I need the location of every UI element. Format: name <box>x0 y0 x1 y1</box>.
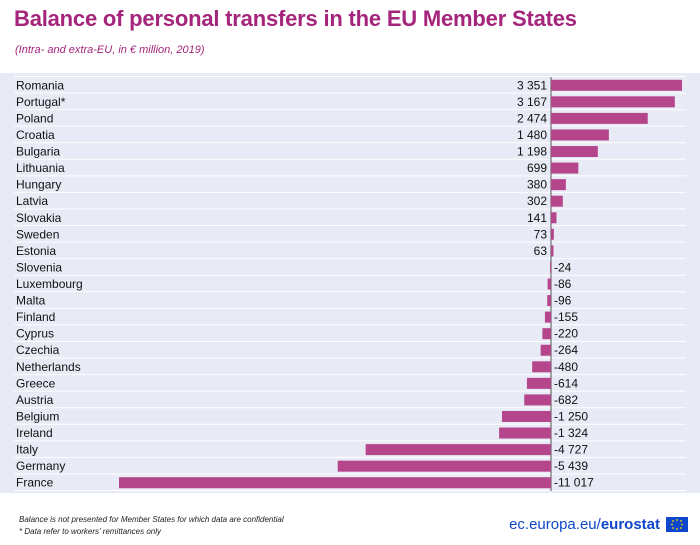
bar <box>532 361 551 373</box>
data-label: -4 727 <box>554 443 588 457</box>
category-label: France <box>16 476 54 490</box>
data-label: 3 167 <box>517 95 547 109</box>
category-label: Finland <box>16 310 55 324</box>
data-label: 2 474 <box>517 111 547 125</box>
brand-domain: ec.europa.eu/ <box>509 516 601 533</box>
category-label: Sweden <box>16 227 59 241</box>
category-label: Slovenia <box>16 260 62 274</box>
data-label: -220 <box>554 327 578 341</box>
category-label: Belgium <box>16 409 59 423</box>
bar <box>550 261 552 273</box>
bar <box>365 444 551 456</box>
bar <box>551 228 554 240</box>
data-label: -264 <box>554 343 578 357</box>
category-label: Slovakia <box>16 211 62 225</box>
category-label: Bulgaria <box>16 145 60 159</box>
category-label: Czechia <box>16 343 60 357</box>
brand-text: ec.europa.eu/eurostat <box>509 516 660 533</box>
bar <box>551 245 554 257</box>
brand-name: eurostat <box>600 516 660 533</box>
data-label: 3 351 <box>517 78 547 92</box>
category-label: Greece <box>16 376 56 390</box>
bar <box>551 79 682 91</box>
data-label: 1 480 <box>517 128 547 142</box>
bar <box>551 195 563 207</box>
bar <box>526 377 551 389</box>
bar <box>499 427 551 439</box>
category-label: Portugal* <box>16 95 66 109</box>
data-label: 1 198 <box>517 145 547 159</box>
bar <box>119 477 551 489</box>
bar <box>551 162 579 174</box>
bar <box>337 460 551 472</box>
bar <box>551 146 598 158</box>
data-label: -682 <box>554 393 578 407</box>
category-label: Germany <box>16 459 65 473</box>
data-label: -1 324 <box>554 426 588 440</box>
category-label: Hungary <box>16 178 61 192</box>
bar <box>551 129 609 141</box>
data-label: -96 <box>554 294 572 308</box>
category-label: Croatia <box>16 128 55 142</box>
category-label: Cyprus <box>16 327 54 341</box>
eurostat-brand[interactable]: ec.europa.eu/eurostat <box>509 516 688 533</box>
data-label: 63 <box>534 244 548 258</box>
data-label: -1 250 <box>554 409 588 423</box>
category-label: Estonia <box>16 244 56 258</box>
data-label: -614 <box>554 376 578 390</box>
data-label: -5 439 <box>554 459 588 473</box>
chart-subtitle: (Intra- and extra-EU, in € million, 2019… <box>15 44 205 56</box>
data-label: 380 <box>527 178 547 192</box>
bar-chart: Romania 3 351 Portugal* 3 167 Poland 2 474 Cro… <box>14 76 686 491</box>
bar <box>551 96 675 108</box>
category-label: Poland <box>16 111 53 125</box>
data-label: 141 <box>527 211 547 225</box>
footnote-confidential: Balance is not presented for Member Stat… <box>19 515 284 524</box>
data-label: -480 <box>554 360 578 374</box>
bar <box>551 112 648 124</box>
bar <box>551 212 557 224</box>
data-label: -24 <box>554 260 572 274</box>
category-label: Malta <box>16 294 46 308</box>
category-label: Austria <box>16 393 54 407</box>
category-label: Romania <box>16 78 64 92</box>
category-label: Luxembourg <box>16 277 83 291</box>
bar <box>524 394 551 406</box>
category-label: Lithuania <box>16 161 65 175</box>
data-label: -86 <box>554 277 572 291</box>
plot-area: Romania 3 351 Portugal* 3 167 Poland 2 474 Cro… <box>0 73 700 493</box>
chart-title: Balance of personal transfers in the EU … <box>14 6 577 31</box>
bar <box>542 328 551 340</box>
eu-flag-icon <box>666 517 688 532</box>
footnote-portugal: * Data refer to workers' remittances onl… <box>19 527 162 536</box>
data-label: 73 <box>534 227 548 241</box>
bar <box>540 344 551 356</box>
bar <box>547 295 551 307</box>
data-label: -11 017 <box>554 476 594 490</box>
category-label: Netherlands <box>16 360 81 374</box>
bar <box>544 311 551 323</box>
data-label: 699 <box>527 161 547 175</box>
bar <box>501 410 551 422</box>
data-label: -155 <box>554 310 578 324</box>
data-label: 302 <box>527 194 547 208</box>
bar <box>547 278 551 290</box>
bar <box>551 179 566 191</box>
category-label: Latvia <box>16 194 48 208</box>
category-label: Ireland <box>16 426 53 440</box>
category-label: Italy <box>16 443 38 457</box>
